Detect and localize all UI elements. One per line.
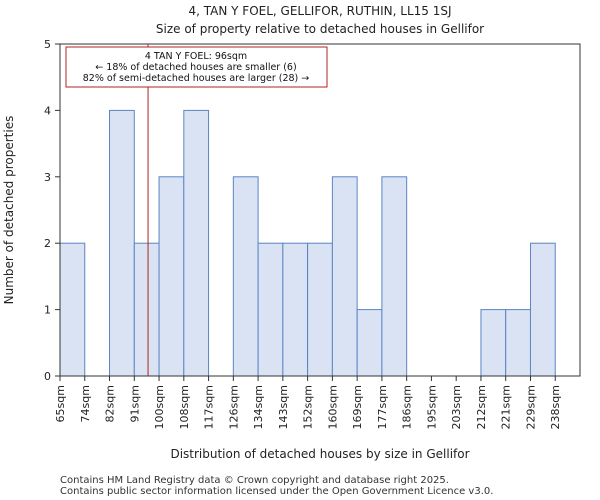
bar-212sqm: [480, 309, 507, 377]
x-tick-label-74sqm: 74sqm: [79, 385, 92, 422]
x-tick-label-203sqm: 203sqm: [450, 385, 463, 429]
annotation-frame: [65, 46, 328, 88]
bar-134sqm: [257, 242, 284, 377]
bars-group: [59, 109, 556, 377]
x-tick-label-186sqm: 186sqm: [401, 385, 414, 429]
bar-82sqm: [109, 109, 135, 377]
bar-91sqm: [133, 242, 160, 377]
y-tick-label-2: 2: [44, 237, 51, 250]
bar-143sqm: [282, 242, 309, 377]
x-tick-label-117sqm: 117sqm: [203, 385, 216, 429]
y-tick-label-5: 5: [44, 38, 51, 51]
x-tick-label-65sqm: 65sqm: [54, 385, 67, 422]
chart-subtitle: Size of property relative to detached ho…: [156, 22, 484, 36]
plot-frame: [59, 43, 581, 377]
bar-152sqm: [307, 242, 333, 377]
x-axis-ticks: 65sqm 74sqm 82sqm 91sqm 100sqm 108sqm 117sqm 12…: [54, 376, 562, 429]
x-tick-label-143sqm: 143sqm: [277, 385, 290, 429]
chart-title: 4, TAN Y FOEL, GELLIFOR, RUTHIN, LL15 1S…: [188, 4, 451, 18]
x-tick-label-195sqm: 195sqm: [425, 385, 438, 429]
footer-line-2: Contains public sector information licen…: [60, 486, 493, 497]
bar-221sqm: [505, 309, 531, 377]
x-tick-label-108sqm: 108sqm: [178, 385, 191, 429]
x-tick-label-177sqm: 177sqm: [376, 385, 389, 429]
bar-126sqm: [232, 176, 259, 377]
x-axis-label: Distribution of detached houses by size …: [170, 447, 469, 461]
y-tick-label-4: 4: [44, 104, 51, 117]
annotation-line-1: 4 TAN Y FOEL: 96sqm: [145, 51, 247, 62]
bar-108sqm: [183, 109, 210, 377]
x-tick-label-212sqm: 212sqm: [475, 385, 488, 429]
x-tick-label-238sqm: 238sqm: [549, 385, 562, 429]
x-tick-label-152sqm: 152sqm: [302, 385, 315, 429]
bar-160sqm: [331, 176, 358, 377]
x-tick-label-134sqm: 134sqm: [252, 385, 265, 429]
x-tick-label-91sqm: 91sqm: [128, 385, 141, 422]
y-axis-ticks: 0 1 2 3 4 5: [44, 38, 60, 383]
bar-177sqm: [381, 176, 408, 377]
bar-169sqm: [356, 309, 383, 377]
annotation-line-3: 82% of semi-detached houses are larger (…: [83, 73, 310, 84]
bar-65sqm: [59, 242, 86, 377]
y-axis-label: Number of detached properties: [2, 116, 16, 305]
x-tick-label-169sqm: 169sqm: [351, 385, 364, 429]
y-tick-label-1: 1: [44, 304, 51, 317]
x-tick-label-160sqm: 160sqm: [326, 385, 339, 429]
x-tick-label-221sqm: 221sqm: [500, 385, 513, 429]
annotation-box: 4 TAN Y FOEL: 96sqm ← 18% of detached ho…: [65, 46, 328, 88]
bar-229sqm: [529, 242, 556, 377]
annotation-line-2: ← 18% of detached houses are smaller (6): [95, 62, 296, 73]
bar-100sqm: [158, 176, 185, 377]
x-tick-label-100sqm: 100sqm: [153, 385, 166, 429]
x-tick-label-82sqm: 82sqm: [104, 385, 117, 422]
footer-line-1: Contains HM Land Registry data © Crown c…: [60, 475, 449, 486]
x-tick-label-229sqm: 229sqm: [524, 385, 537, 429]
y-tick-label-0: 0: [44, 370, 51, 383]
y-tick-label-3: 3: [44, 171, 51, 184]
x-tick-label-126sqm: 126sqm: [227, 385, 240, 429]
